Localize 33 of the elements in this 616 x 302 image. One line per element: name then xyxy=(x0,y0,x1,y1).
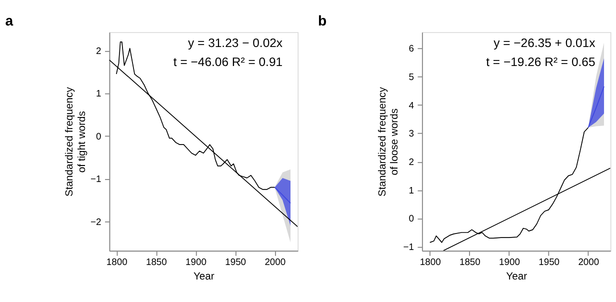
y-tick-label: −1 xyxy=(403,240,414,252)
x-tick-label: 1800 xyxy=(420,256,441,268)
annotation: t = −46.06 R² = 0.91 xyxy=(173,55,283,70)
x-axis-title: Year xyxy=(506,271,528,282)
x-tick-label: 1900 xyxy=(499,256,520,268)
x-tick-label: 1850 xyxy=(459,256,480,268)
x-tick-label: 1950 xyxy=(538,256,560,268)
y-tick-label: 0 xyxy=(408,212,414,224)
y-tick-label: 6 xyxy=(408,42,414,54)
x-axis-title: Year xyxy=(193,271,215,282)
y-axis-title: Standardized frequency of tight words xyxy=(64,86,88,197)
y-tick-label: 0 xyxy=(96,130,102,142)
x-tick-label: 1950 xyxy=(225,256,246,268)
y-tick-label: 5 xyxy=(408,70,414,82)
y-tick-label: 1 xyxy=(408,184,414,196)
y-tick-label: −1 xyxy=(90,173,102,184)
x-tick-label: 1800 xyxy=(106,256,128,268)
annotation: y = −26.35 + 0.01x xyxy=(494,36,596,50)
y-tick-label: 3 xyxy=(408,128,414,139)
chart-title: b xyxy=(318,12,327,29)
y-tick-label: 1 xyxy=(96,88,102,99)
y-tick-label: 2 xyxy=(96,44,102,56)
y-tick-label: 2 xyxy=(408,156,414,167)
y-tick-label: −2 xyxy=(90,216,102,227)
x-tick-label: 2000 xyxy=(264,256,286,268)
x-tick-label: 1850 xyxy=(146,256,167,268)
y-tick-label: 4 xyxy=(408,99,414,110)
annotation: y = 31.23 − 0.02x xyxy=(188,36,283,50)
y-axis-title: Standardized frequency of loose words xyxy=(377,86,401,197)
x-tick-label: 1900 xyxy=(186,256,206,268)
x-tick-label: 2000 xyxy=(578,256,600,268)
annotation: t = −19.26 R² = 0.65 xyxy=(486,55,596,70)
chart-title: a xyxy=(5,12,14,29)
